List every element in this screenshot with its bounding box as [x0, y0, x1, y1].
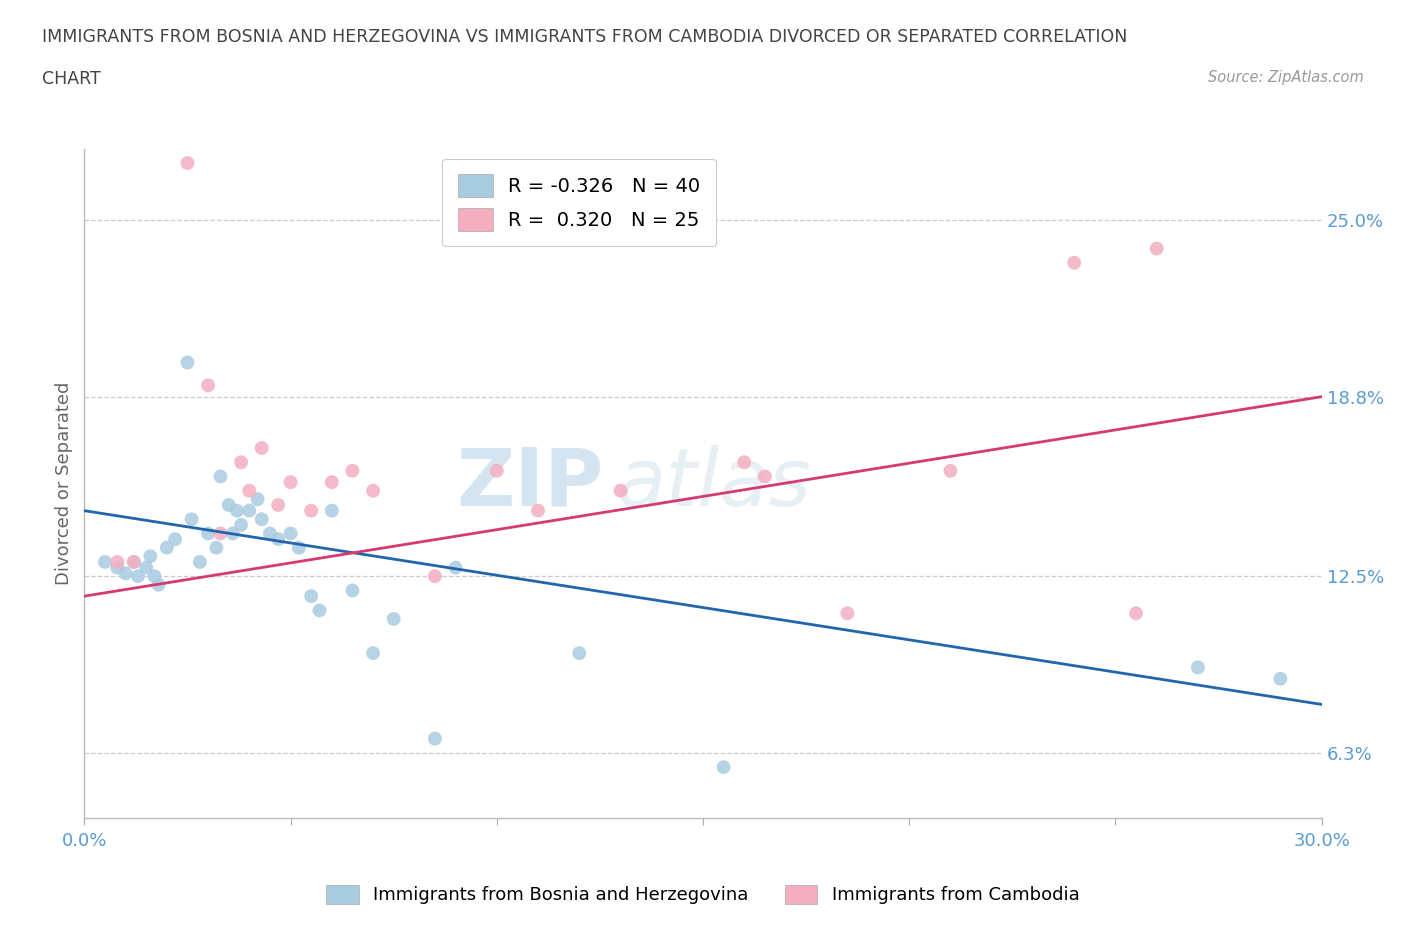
Point: [222, 526, 245, 541]
Point: [713, 760, 735, 775]
Point: [197, 526, 219, 541]
Point: [127, 569, 149, 584]
Y-axis label: Divorced or Separated: Divorced or Separated: [55, 382, 73, 585]
Point: [259, 526, 281, 541]
Point: [176, 155, 198, 170]
Point: [238, 503, 260, 518]
Point: [423, 731, 446, 746]
Point: [180, 512, 202, 526]
Point: [139, 549, 162, 564]
Point: [156, 540, 179, 555]
Point: [321, 474, 343, 489]
Legend: Immigrants from Bosnia and Herzegovina, Immigrants from Cambodia: Immigrants from Bosnia and Herzegovina, …: [319, 877, 1087, 911]
Point: [308, 603, 330, 618]
Text: atlas: atlas: [616, 445, 811, 523]
Point: [205, 540, 228, 555]
Point: [218, 498, 240, 512]
Text: Source: ZipAtlas.com: Source: ZipAtlas.com: [1208, 70, 1364, 85]
Point: [361, 484, 384, 498]
Point: [105, 554, 128, 569]
Text: IMMIGRANTS FROM BOSNIA AND HERZEGOVINA VS IMMIGRANTS FROM CAMBODIA DIVORCED OR S: IMMIGRANTS FROM BOSNIA AND HERZEGOVINA V…: [42, 28, 1128, 46]
Point: [267, 498, 290, 512]
Point: [382, 612, 405, 627]
Point: [246, 492, 269, 507]
Point: [105, 560, 128, 575]
Point: [280, 474, 302, 489]
Point: [197, 378, 219, 392]
Point: [148, 578, 170, 592]
Point: [176, 355, 198, 370]
Point: [1146, 241, 1168, 256]
Point: [229, 455, 252, 470]
Point: [226, 503, 249, 518]
Point: [1063, 256, 1085, 271]
Point: [568, 645, 591, 660]
Point: [209, 469, 232, 484]
Point: [1187, 660, 1209, 675]
Point: [238, 484, 260, 498]
Point: [485, 463, 508, 478]
Point: [299, 589, 322, 604]
Point: [288, 540, 311, 555]
Point: [250, 441, 273, 456]
Point: [209, 526, 232, 541]
Point: [361, 645, 384, 660]
Text: CHART: CHART: [42, 70, 101, 87]
Point: [122, 554, 145, 569]
Point: [939, 463, 962, 478]
Point: [267, 532, 290, 547]
Point: [321, 503, 343, 518]
Point: [444, 560, 467, 575]
Point: [1125, 605, 1147, 620]
Point: [165, 532, 187, 547]
Point: [122, 554, 145, 569]
Point: [1270, 671, 1292, 686]
Text: ZIP: ZIP: [457, 445, 605, 523]
Point: [837, 605, 859, 620]
Point: [229, 517, 252, 532]
Point: [342, 583, 364, 598]
Point: [250, 512, 273, 526]
Point: [114, 566, 136, 581]
Point: [423, 569, 446, 584]
Point: [733, 455, 755, 470]
Legend: R = -0.326   N = 40, R =  0.320   N = 25: R = -0.326 N = 40, R = 0.320 N = 25: [443, 158, 716, 246]
Point: [754, 469, 776, 484]
Point: [527, 503, 550, 518]
Point: [94, 554, 117, 569]
Point: [135, 560, 157, 575]
Point: [280, 526, 302, 541]
Point: [609, 484, 631, 498]
Point: [188, 554, 211, 569]
Point: [143, 569, 166, 584]
Point: [299, 503, 322, 518]
Point: [342, 463, 364, 478]
